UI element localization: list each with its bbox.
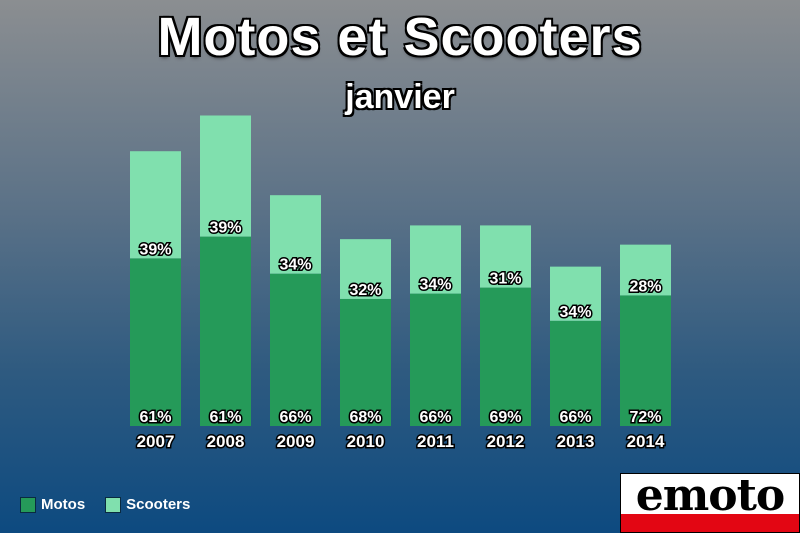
legend-item-motos: Motos <box>20 496 85 513</box>
bar-motos-2010 <box>340 298 391 426</box>
bar-scooters-2010 <box>340 239 391 299</box>
data-label-motos-2007: 61% <box>139 409 171 426</box>
data-label-motos-2014: 72% <box>629 409 661 426</box>
legend-label-motos: Motos <box>41 496 86 513</box>
bar-motos-2008 <box>200 236 251 426</box>
emoto-logo: emoto <box>620 473 800 533</box>
logo-band <box>621 514 799 532</box>
chart-subtitle: janvier <box>345 78 455 116</box>
logo-text: emoto <box>635 473 786 521</box>
bar-scooters-2013 <box>550 266 601 321</box>
legend-item-scooters: Scooters <box>105 496 190 513</box>
data-label-scooters-2011: 34% <box>419 277 451 294</box>
chart-legend: Motos Scooters <box>20 496 210 513</box>
bar-motos-2014 <box>620 295 671 426</box>
bar-scooters-2011 <box>410 225 461 294</box>
data-label-scooters-2012: 31% <box>489 271 521 288</box>
stacked-bar-chart: 61% 39% 2007 61% 39% 2008 66% 34% 2009 68% 32% 2010… <box>130 115 671 453</box>
bar-motos-2013 <box>550 320 601 426</box>
x-tick-label-2008: 2008 <box>207 432 245 451</box>
bar-scooters-2012 <box>480 225 531 288</box>
data-label-scooters-2008: 39% <box>209 220 241 237</box>
chart-title: Motos et Scooters <box>157 7 643 67</box>
data-label-scooters-2014: 28% <box>629 278 661 295</box>
legend-swatch-motos <box>20 496 36 513</box>
bar-motos-2011 <box>410 293 461 426</box>
data-label-motos-2011: 66% <box>419 409 451 426</box>
x-tick-label-2010: 2010 <box>347 432 385 451</box>
data-label-motos-2008: 61% <box>209 409 241 426</box>
x-tick-label-2007: 2007 <box>137 432 175 451</box>
data-label-scooters-2010: 32% <box>349 282 381 299</box>
x-tick-label-2009: 2009 <box>277 432 315 451</box>
x-tick-label-2013: 2013 <box>557 432 595 451</box>
legend-label-scooters: Scooters <box>126 496 191 513</box>
x-tick-label-2011: 2011 <box>417 432 454 451</box>
bar-motos-2009 <box>270 273 321 426</box>
bar-scooters-2009 <box>270 195 321 274</box>
data-label-motos-2010: 68% <box>349 409 381 426</box>
data-label-motos-2013: 66% <box>559 409 591 426</box>
bar-scooters-2007 <box>130 151 181 259</box>
bar-motos-2012 <box>480 287 531 426</box>
x-tick-label-2012: 2012 <box>487 432 525 451</box>
x-tick-label-2014: 2014 <box>627 432 665 451</box>
data-label-scooters-2013: 34% <box>559 304 591 321</box>
data-label-motos-2012: 69% <box>489 409 521 426</box>
bar-scooters-2014 <box>620 244 671 296</box>
data-label-motos-2009: 66% <box>279 409 311 426</box>
bar-scooters-2008 <box>200 115 251 237</box>
data-label-scooters-2009: 34% <box>279 257 311 274</box>
legend-swatch-scooters <box>105 496 122 513</box>
data-label-scooters-2007: 39% <box>139 241 171 258</box>
bar-motos-2007 <box>130 258 181 426</box>
